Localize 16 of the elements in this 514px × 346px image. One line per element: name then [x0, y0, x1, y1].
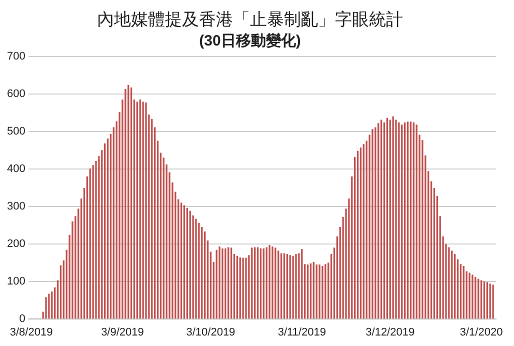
- chart-subtitle: (30日移動變化): [199, 32, 301, 50]
- x-tick-label: 3/1/2020: [460, 326, 503, 338]
- y-tick-label: 700: [6, 50, 26, 62]
- x-tick-label: 3/9/2019: [101, 326, 144, 338]
- y-tick-label: 600: [6, 88, 26, 100]
- y-tick-label: 200: [6, 238, 26, 250]
- y-tick-label: 0: [19, 312, 26, 325]
- y-tick-label: 400: [6, 162, 26, 175]
- x-tick-label: 3/8/2019: [10, 326, 53, 338]
- y-tick-label: 500: [6, 125, 26, 138]
- y-tick-label: 100: [6, 275, 26, 288]
- x-tick-label: 3/12/2019: [366, 326, 415, 338]
- chart-title: 內地媒體提及香港「止暴制亂」字眼統計: [97, 10, 403, 29]
- x-tick-label: 3/10/2019: [186, 326, 236, 338]
- x-tick-label: 3/11/2019: [278, 326, 326, 338]
- y-tick-label: 300: [6, 200, 26, 212]
